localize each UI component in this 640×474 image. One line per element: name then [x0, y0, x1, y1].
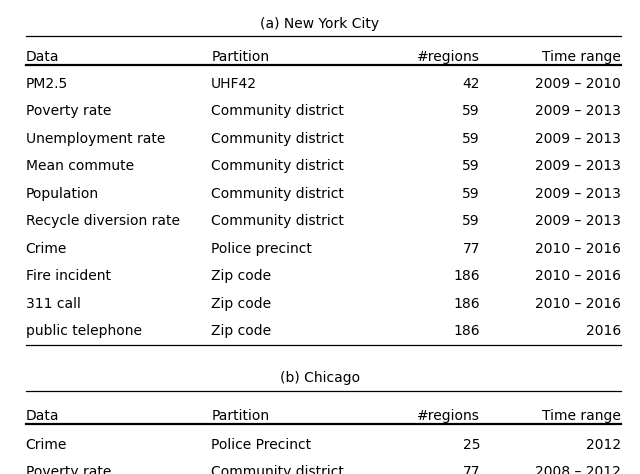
- Text: public telephone: public telephone: [26, 324, 141, 338]
- Text: 2009 – 2013: 2009 – 2013: [535, 214, 621, 228]
- Text: 2012: 2012: [586, 438, 621, 452]
- Text: PM2.5: PM2.5: [26, 77, 68, 91]
- Text: 59: 59: [462, 159, 480, 173]
- Text: 2010 – 2016: 2010 – 2016: [535, 269, 621, 283]
- Text: 2009 – 2010: 2009 – 2010: [535, 77, 621, 91]
- Text: 186: 186: [453, 324, 480, 338]
- Text: Poverty rate: Poverty rate: [26, 465, 111, 474]
- Text: Crime: Crime: [26, 242, 67, 256]
- Text: Time range: Time range: [542, 50, 621, 64]
- Text: 42: 42: [463, 77, 480, 91]
- Text: 59: 59: [462, 187, 480, 201]
- Text: 2010 – 2016: 2010 – 2016: [535, 242, 621, 256]
- Text: 311 call: 311 call: [26, 297, 81, 311]
- Text: Zip code: Zip code: [211, 297, 271, 311]
- Text: 2010 – 2016: 2010 – 2016: [535, 297, 621, 311]
- Text: 59: 59: [462, 132, 480, 146]
- Text: Time range: Time range: [542, 409, 621, 423]
- Text: Zip code: Zip code: [211, 324, 271, 338]
- Text: 2008 – 2012: 2008 – 2012: [535, 465, 621, 474]
- Text: Crime: Crime: [26, 438, 67, 452]
- Text: (a) New York City: (a) New York City: [260, 17, 380, 31]
- Text: 2009 – 2013: 2009 – 2013: [535, 132, 621, 146]
- Text: 77: 77: [463, 465, 480, 474]
- Text: Community district: Community district: [211, 132, 344, 146]
- Text: Community district: Community district: [211, 214, 344, 228]
- Text: 2016: 2016: [586, 324, 621, 338]
- Text: Data: Data: [26, 409, 59, 423]
- Text: Fire incident: Fire incident: [26, 269, 111, 283]
- Text: UHF42: UHF42: [211, 77, 257, 91]
- Text: 2009 – 2013: 2009 – 2013: [535, 104, 621, 118]
- Text: 2009 – 2013: 2009 – 2013: [535, 159, 621, 173]
- Text: Zip code: Zip code: [211, 269, 271, 283]
- Text: 186: 186: [453, 297, 480, 311]
- Text: Community district: Community district: [211, 104, 344, 118]
- Text: #regions: #regions: [417, 409, 480, 423]
- Text: Poverty rate: Poverty rate: [26, 104, 111, 118]
- Text: Community district: Community district: [211, 187, 344, 201]
- Text: 2009 – 2013: 2009 – 2013: [535, 187, 621, 201]
- Text: Partition: Partition: [211, 50, 269, 64]
- Text: Unemployment rate: Unemployment rate: [26, 132, 165, 146]
- Text: 59: 59: [462, 214, 480, 228]
- Text: Community district: Community district: [211, 465, 344, 474]
- Text: Police Precinct: Police Precinct: [211, 438, 311, 452]
- Text: Data: Data: [26, 50, 59, 64]
- Text: #regions: #regions: [417, 50, 480, 64]
- Text: 77: 77: [463, 242, 480, 256]
- Text: Partition: Partition: [211, 409, 269, 423]
- Text: Police precinct: Police precinct: [211, 242, 312, 256]
- Text: Recycle diversion rate: Recycle diversion rate: [26, 214, 180, 228]
- Text: Population: Population: [26, 187, 99, 201]
- Text: (b) Chicago: (b) Chicago: [280, 371, 360, 385]
- Text: Community district: Community district: [211, 159, 344, 173]
- Text: 186: 186: [453, 269, 480, 283]
- Text: 59: 59: [462, 104, 480, 118]
- Text: Mean commute: Mean commute: [26, 159, 134, 173]
- Text: 25: 25: [463, 438, 480, 452]
